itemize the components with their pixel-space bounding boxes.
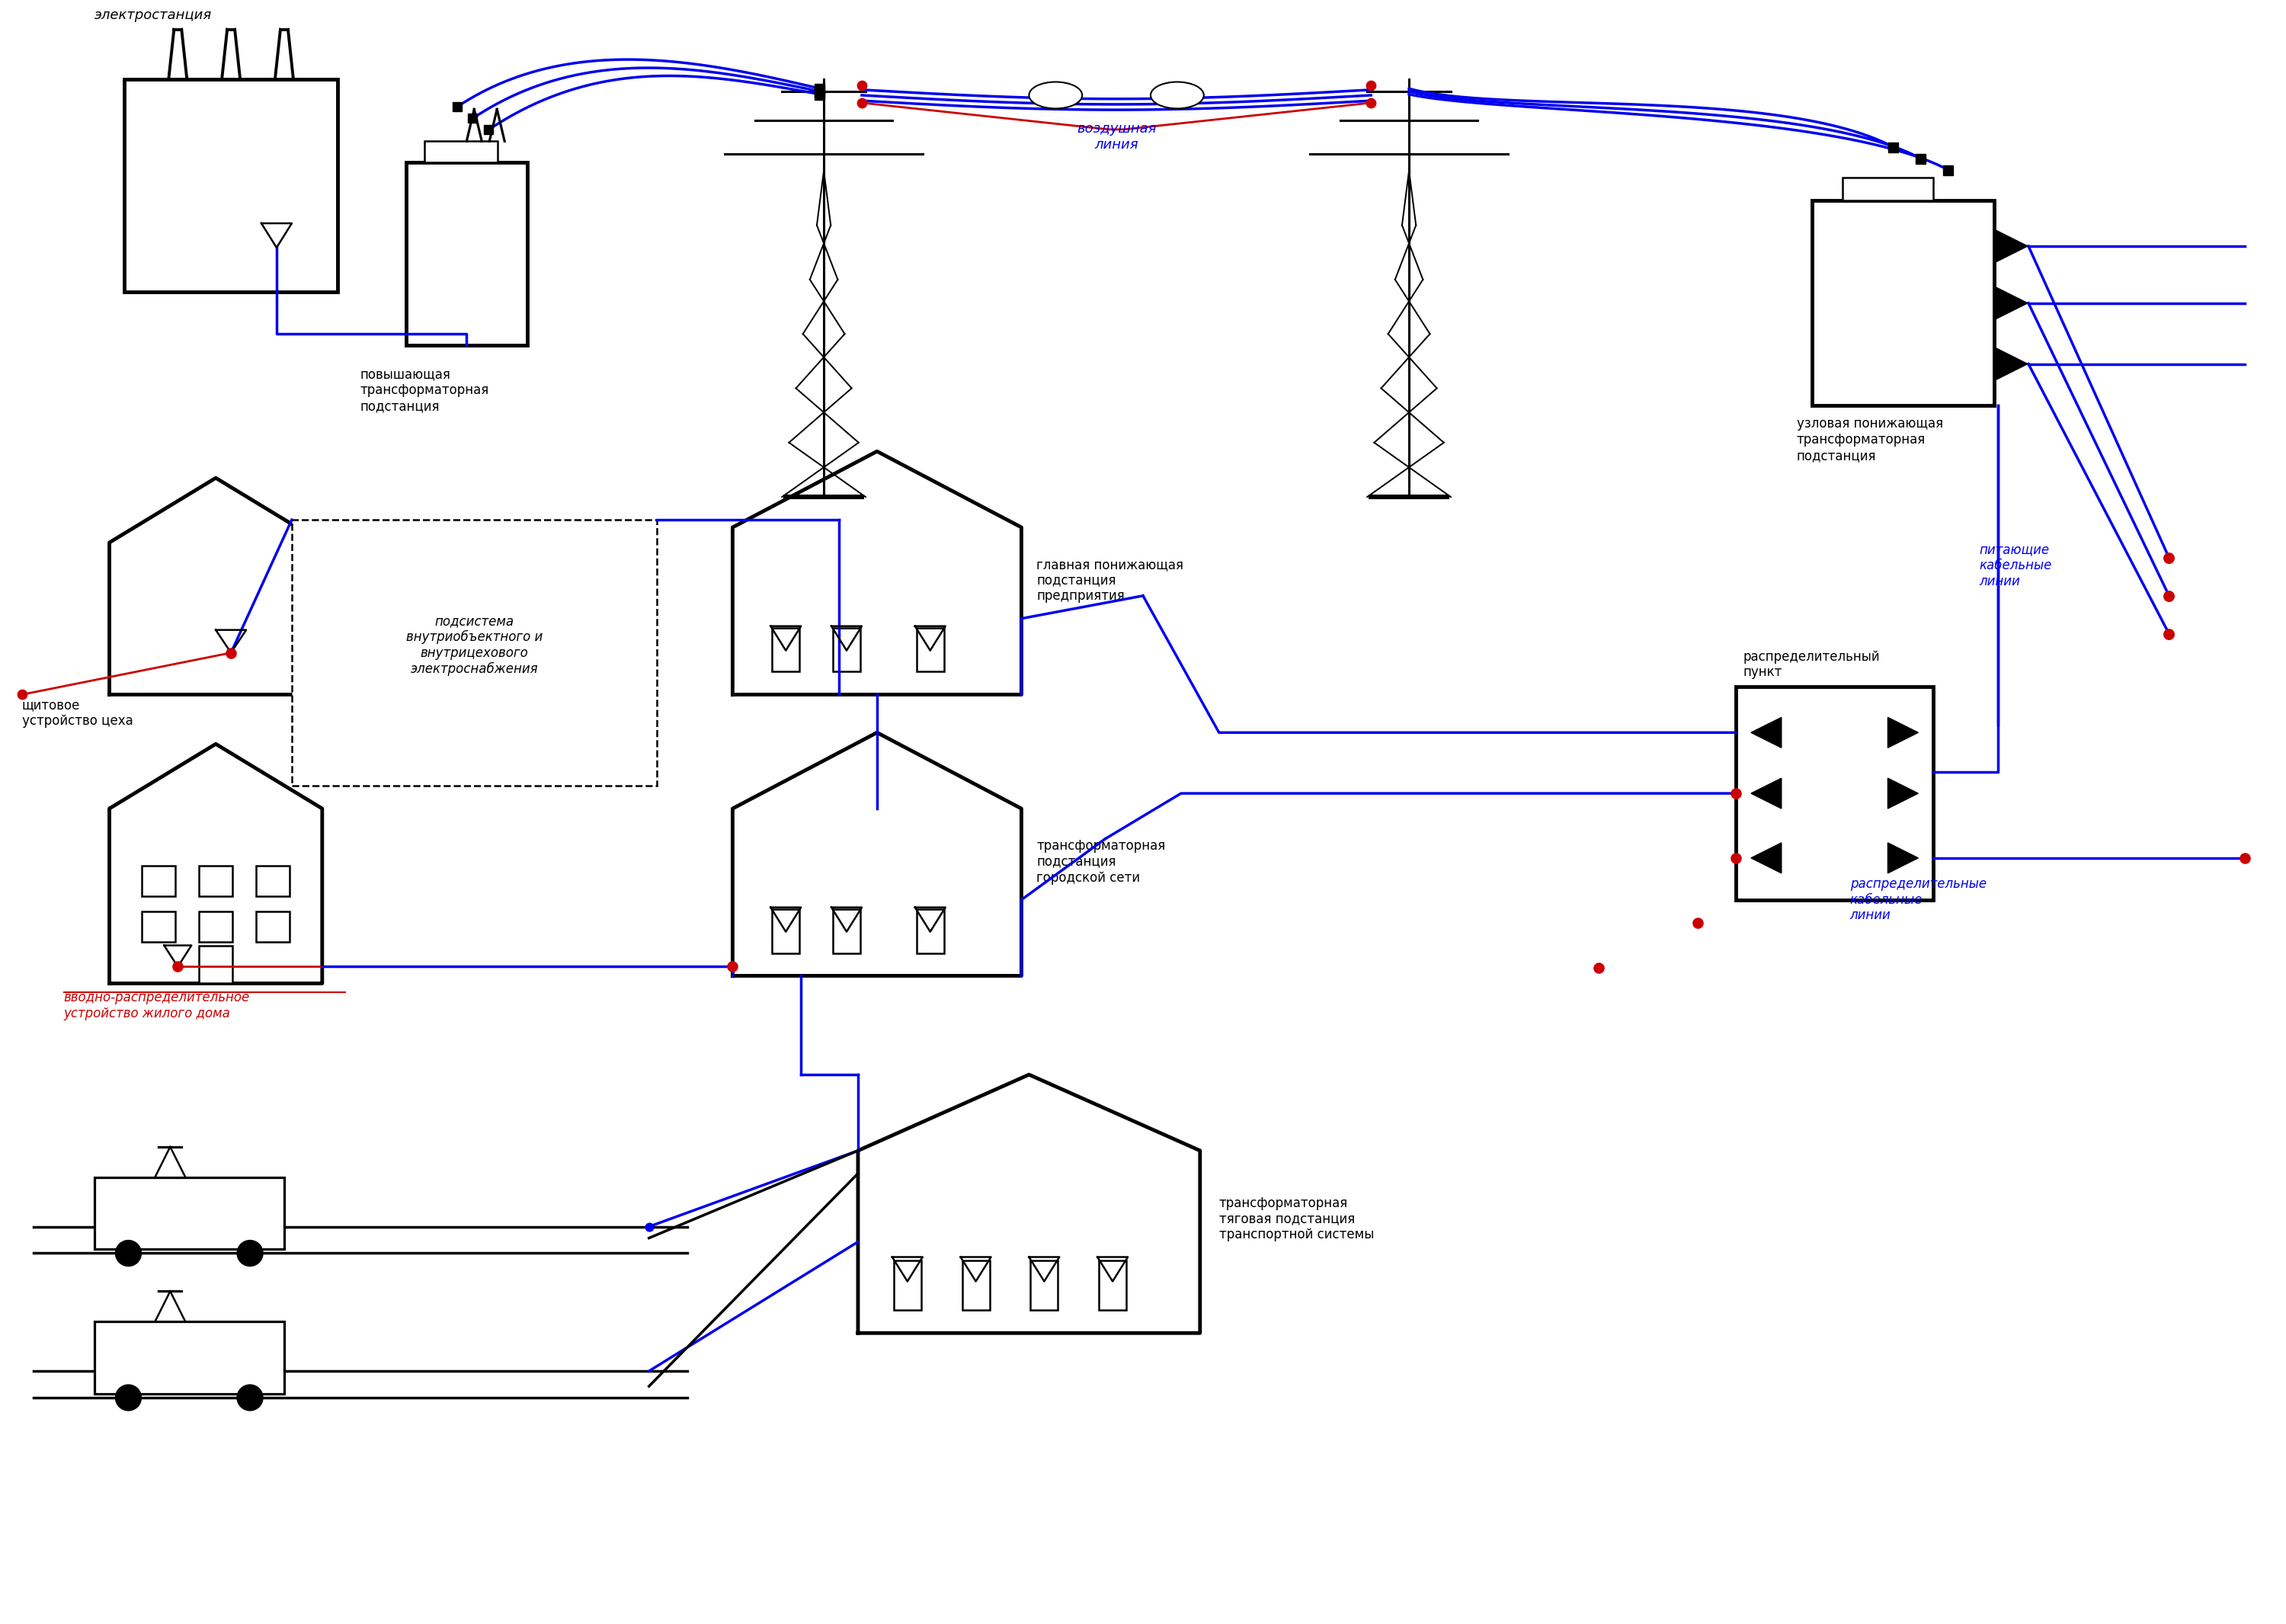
Text: трансформаторная
подстанция
городской сети: трансформаторная подстанция городской се…	[1036, 840, 1166, 885]
Text: главная понижающая
подстанция
предприятия: главная понижающая подстанция предприяти…	[1036, 557, 1184, 603]
Bar	[256, 866, 290, 896]
Bar	[814, 89, 825, 99]
Polygon shape	[1993, 229, 2028, 263]
Bar	[1813, 200, 1993, 406]
Bar	[814, 86, 825, 97]
Point	[1680, 909, 1717, 935]
Bar	[773, 909, 800, 953]
Text: питающие
кабельные
линии: питающие кабельные линии	[1980, 542, 2053, 588]
Bar	[917, 628, 944, 672]
Point	[1580, 955, 1616, 981]
Bar	[453, 102, 462, 112]
Circle shape	[117, 1241, 142, 1267]
Circle shape	[238, 1241, 263, 1267]
Text: воздушная
линия: воздушная линия	[1077, 122, 1157, 151]
Point	[2151, 583, 2188, 609]
Bar	[469, 114, 478, 123]
Point	[2151, 620, 2188, 646]
Bar	[1916, 154, 1925, 164]
Polygon shape	[1751, 718, 1781, 747]
Point	[1717, 844, 1753, 870]
Bar	[1843, 177, 1934, 200]
Point	[631, 1213, 668, 1239]
Polygon shape	[1888, 843, 1918, 874]
Bar	[962, 1260, 990, 1311]
Polygon shape	[1888, 778, 1918, 809]
Bar	[407, 162, 528, 344]
Text: электростанция: электростанция	[94, 8, 213, 21]
Text: вводно-распределительное
устройство жилого дома: вводно-распределительное устройство жило…	[64, 991, 249, 1020]
Circle shape	[117, 1385, 142, 1411]
Bar	[199, 866, 233, 896]
Point	[5, 682, 41, 708]
Polygon shape	[1993, 286, 2028, 320]
Point	[213, 640, 249, 666]
Bar	[814, 84, 825, 94]
Bar	[425, 141, 498, 162]
Polygon shape	[1888, 718, 1918, 747]
Text: повышающая
трансформаторная
подстанция: повышающая трансформаторная подстанция	[361, 367, 489, 412]
Bar	[199, 911, 233, 942]
Ellipse shape	[1150, 81, 1205, 109]
Bar	[485, 125, 494, 135]
Bar	[1100, 1260, 1127, 1311]
Point	[1353, 89, 1390, 115]
Circle shape	[238, 1385, 263, 1411]
Point	[2227, 844, 2263, 870]
Point	[1717, 781, 1753, 807]
Bar	[293, 520, 656, 786]
Point	[713, 953, 750, 979]
Bar	[1735, 687, 1934, 900]
Bar	[894, 1260, 921, 1311]
Text: узловая понижающая
трансформаторная
подстанция: узловая понижающая трансформаторная подс…	[1797, 417, 1943, 463]
Point	[2151, 544, 2188, 570]
Point	[844, 89, 880, 115]
Polygon shape	[1751, 843, 1781, 874]
Bar	[1888, 143, 1897, 153]
Bar	[1031, 1260, 1058, 1311]
Bar	[123, 80, 338, 292]
Bar	[142, 911, 176, 942]
Point	[844, 73, 880, 99]
Point	[2151, 620, 2188, 646]
Text: щитовое
устройство цеха: щитовое устройство цеха	[23, 698, 133, 728]
Bar	[142, 866, 176, 896]
Bar	[832, 628, 860, 672]
Bar	[94, 1322, 283, 1393]
Bar	[256, 911, 290, 942]
Polygon shape	[1993, 348, 2028, 380]
Bar	[1943, 166, 1952, 175]
Bar	[917, 909, 944, 953]
Text: распределительный
пункт: распределительный пункт	[1744, 650, 1881, 679]
Bar	[199, 945, 233, 984]
Point	[160, 953, 197, 979]
Text: распределительные
кабельные
линии: распределительные кабельные линии	[1849, 877, 1987, 922]
Point	[2151, 544, 2188, 570]
Bar	[94, 1177, 283, 1249]
Text: трансформаторная
тяговая подстанция
транспортной системы: трансформаторная тяговая подстанция тран…	[1218, 1197, 1374, 1242]
Point	[1353, 73, 1390, 99]
Bar	[773, 628, 800, 672]
Bar	[832, 909, 860, 953]
Ellipse shape	[1029, 81, 1081, 109]
Polygon shape	[1751, 778, 1781, 809]
Point	[2151, 583, 2188, 609]
Text: подсистема
внутриобъектного и
внутрицехового
электроснабжения: подсистема внутриобъектного и внутрицехо…	[407, 614, 542, 676]
